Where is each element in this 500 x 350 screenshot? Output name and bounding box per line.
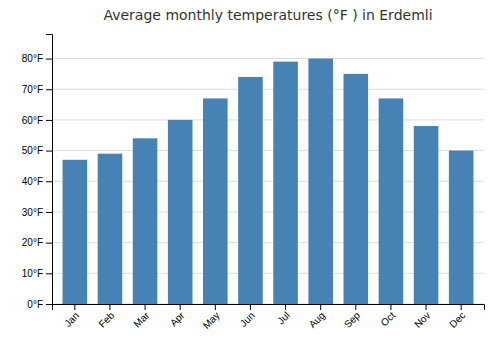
tick: Aug <box>307 304 327 330</box>
grid <box>52 59 484 304</box>
tick: 70°F <box>22 84 52 95</box>
bar <box>98 154 123 304</box>
tick: 40°F <box>22 176 52 187</box>
tick-mark <box>215 304 216 310</box>
tick: Oct <box>379 304 398 328</box>
bar <box>273 62 298 304</box>
tick-mark <box>180 304 181 310</box>
tick-mark <box>46 273 52 274</box>
bar <box>344 74 369 304</box>
tick-label: 0°F <box>27 299 43 310</box>
tick-mark <box>285 304 286 310</box>
tick: May <box>201 304 222 331</box>
tick-label: Sep <box>342 309 363 330</box>
bar <box>308 59 333 304</box>
plot: 0°F 10°F 20°F 30°F 40°F 50°F 60°F 70°F 80°F Jan Fe… <box>22 35 485 331</box>
tick-mark <box>46 151 52 152</box>
tick: 10°F <box>22 268 52 279</box>
bar <box>379 98 404 304</box>
tick-label: 70°F <box>22 84 43 95</box>
bar <box>203 98 228 304</box>
x-axis: Jan Feb Mar Apr May Jun Jul Aug Sep Oct Nov Dec <box>53 304 485 331</box>
bar <box>238 77 263 304</box>
tick-label: Dec <box>447 310 467 330</box>
tick-mark <box>46 243 52 244</box>
axis-line <box>46 35 53 305</box>
tick-label: Jul <box>275 310 292 327</box>
tick: 30°F <box>22 207 52 218</box>
tick-label: Apr <box>168 309 187 328</box>
tick-mark <box>46 89 52 90</box>
tick: Jun <box>238 304 257 329</box>
bar <box>414 126 439 304</box>
tick-mark <box>46 181 52 182</box>
tick-mark <box>145 304 146 310</box>
tick: Apr <box>168 304 187 328</box>
tick-label: Nov <box>412 310 432 330</box>
axis-line <box>53 305 485 311</box>
bar <box>449 151 474 304</box>
tick-mark <box>46 304 52 305</box>
tick: Jan <box>62 304 81 329</box>
tick-mark <box>390 304 391 310</box>
grid-line <box>52 58 484 59</box>
tick-mark <box>426 304 427 310</box>
grid-line <box>52 119 484 120</box>
title: Average monthly temperatures (°F ) in Er… <box>103 7 432 23</box>
tick: Feb <box>96 304 116 330</box>
tick: Dec <box>447 304 467 330</box>
tick: Nov <box>412 304 432 330</box>
tick-label: Oct <box>379 310 398 329</box>
tick: Mar <box>131 304 151 330</box>
tick-mark <box>46 59 52 60</box>
tick-label: Feb <box>96 309 116 329</box>
tick-mark <box>320 304 321 310</box>
tick-label: Aug <box>307 310 327 330</box>
tick-label: Mar <box>131 309 151 329</box>
tick-label: 10°F <box>22 268 43 279</box>
tick-mark <box>109 304 110 310</box>
tick: 80°F <box>22 53 52 64</box>
tick: Sep <box>342 304 363 330</box>
tick-label: May <box>201 310 222 331</box>
tick-label: 60°F <box>22 115 43 126</box>
tick: Jul <box>275 304 292 326</box>
tick-mark <box>46 120 52 121</box>
tick: 50°F <box>22 145 52 156</box>
grid-line <box>52 89 484 90</box>
tick-label: Jan <box>62 310 81 329</box>
tick-mark <box>250 304 251 310</box>
tick-label: 30°F <box>22 207 43 218</box>
tick-mark <box>74 304 75 310</box>
tick-mark <box>461 304 462 310</box>
tick: 60°F <box>22 115 52 126</box>
tick: 0°F <box>27 299 52 310</box>
chart: 0°F 10°F 20°F 30°F 40°F 50°F 60°F 70°F 80°F Jan Fe… <box>0 0 500 350</box>
bar <box>63 160 88 304</box>
tick-mark <box>46 212 52 213</box>
bar <box>133 138 158 304</box>
tick-label: 50°F <box>22 145 43 156</box>
bars <box>63 59 474 304</box>
bar <box>168 120 193 304</box>
tick-label: Jun <box>238 310 257 329</box>
y-axis: 0°F 10°F 20°F 30°F 40°F 50°F 60°F 70°F 80°F <box>22 35 53 310</box>
tick-label: 80°F <box>22 53 43 64</box>
tick-label: 20°F <box>22 237 43 248</box>
tick-label: 40°F <box>22 176 43 187</box>
tick-mark <box>355 304 356 310</box>
tick: 20°F <box>22 237 52 248</box>
